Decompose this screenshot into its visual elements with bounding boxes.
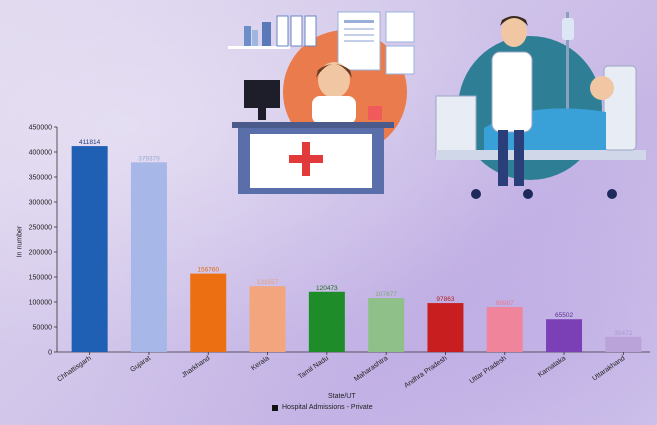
y-tick-label: 350000 bbox=[29, 175, 52, 182]
y-axis-title: In number bbox=[16, 225, 24, 258]
bar-value-label: 156760 bbox=[197, 267, 219, 274]
y-tick-label: 450000 bbox=[29, 125, 52, 132]
bar-value-label: 97863 bbox=[436, 296, 454, 303]
reception-illustration bbox=[228, 11, 415, 194]
bar bbox=[249, 286, 286, 352]
x-tick-label: Maharashtra bbox=[353, 355, 389, 383]
y-tick-label: 150000 bbox=[29, 275, 52, 282]
y-tick-label: 400000 bbox=[29, 150, 52, 157]
bar-value-label: 107877 bbox=[375, 291, 397, 298]
y-tick-label: 200000 bbox=[29, 250, 52, 257]
y-tick-label: 50000 bbox=[33, 325, 53, 332]
bar-value-label: 120473 bbox=[316, 285, 338, 292]
x-tick-label: Kerala bbox=[250, 355, 271, 372]
bar bbox=[546, 319, 583, 352]
x-tick-label: Uttarakhand bbox=[591, 355, 626, 383]
x-axis-title: State/UT bbox=[328, 393, 356, 400]
bar bbox=[368, 298, 405, 352]
y-tick-label: 0 bbox=[48, 350, 52, 357]
legend-label: Hospital Admissions - Private bbox=[282, 404, 373, 411]
bar-value-label: 379379 bbox=[138, 155, 160, 162]
bar-value-label: 411814 bbox=[79, 139, 101, 146]
patient-illustration bbox=[435, 12, 646, 199]
bar bbox=[190, 273, 227, 352]
legend-swatch bbox=[272, 404, 278, 411]
bar-value-label: 89987 bbox=[496, 300, 514, 307]
bar bbox=[130, 162, 167, 352]
x-tick-label: Andhra Pradesh bbox=[403, 355, 449, 390]
x-tick-label: Tamil Nadu bbox=[297, 355, 330, 381]
bar bbox=[427, 303, 464, 352]
bar-value-label: 65502 bbox=[555, 312, 573, 319]
bar bbox=[605, 336, 642, 352]
x-tick-label: Gujarat bbox=[129, 355, 152, 374]
bar bbox=[71, 146, 108, 352]
x-tick-label: Uttar Pradesh bbox=[469, 355, 508, 386]
chart-legend: Hospital Admissions - Private bbox=[272, 404, 373, 411]
bar-value-label: 30472 bbox=[614, 330, 632, 337]
y-tick-label: 250000 bbox=[29, 225, 52, 232]
x-tick-label: Chhattisgarh bbox=[56, 355, 93, 384]
chart-bars: 411814 379379 156760 131557 120473 107877 9786… bbox=[71, 139, 642, 352]
bar-value-label: 131557 bbox=[257, 279, 279, 286]
x-tick-label: Karnataka bbox=[537, 355, 567, 379]
y-tick-label: 300000 bbox=[29, 200, 52, 207]
x-tick-label: Jharkhand bbox=[181, 355, 212, 380]
bar bbox=[486, 307, 523, 352]
y-tick-label: 100000 bbox=[29, 300, 52, 307]
bar bbox=[308, 291, 345, 352]
